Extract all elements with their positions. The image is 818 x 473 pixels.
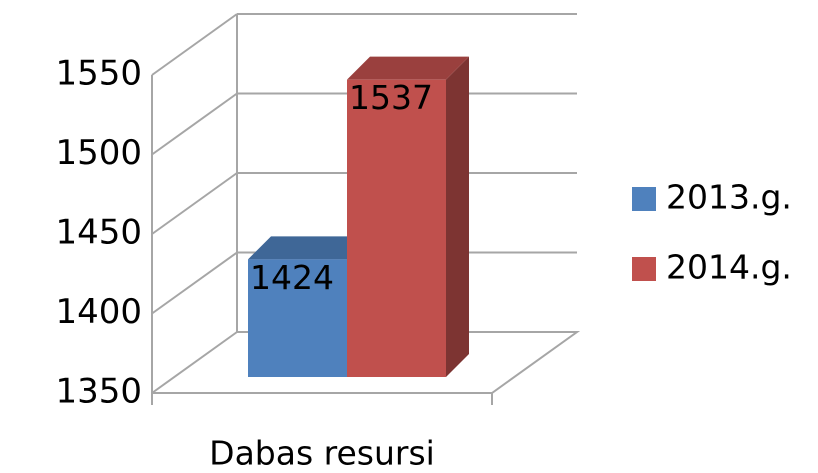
y-tick-label: 1400 bbox=[55, 292, 142, 332]
bar-top bbox=[248, 236, 370, 260]
legend-swatch bbox=[632, 257, 656, 281]
grid-line bbox=[151, 92, 238, 156]
grid-line bbox=[151, 13, 238, 76]
data-label: 1424 bbox=[250, 258, 334, 297]
x-tick-label: Dabas resursi bbox=[209, 434, 435, 473]
y-tick-label: 1500 bbox=[55, 133, 142, 173]
grid-line bbox=[151, 172, 238, 235]
legend-label: 2014.g. bbox=[666, 248, 792, 287]
grid-line bbox=[151, 251, 238, 315]
y-tick-label: 1350 bbox=[55, 372, 142, 412]
y-tick-label: 1450 bbox=[55, 213, 142, 253]
grid-line bbox=[151, 331, 238, 394]
bar bbox=[248, 259, 347, 377]
data-label: 1537 bbox=[349, 78, 433, 117]
bar-top bbox=[347, 56, 469, 80]
y-tick-label: 1550 bbox=[55, 54, 142, 94]
legend-label: 2013.g. bbox=[666, 178, 792, 217]
legend-swatch bbox=[632, 187, 656, 211]
bar-side bbox=[446, 56, 469, 378]
bar bbox=[347, 79, 446, 378]
